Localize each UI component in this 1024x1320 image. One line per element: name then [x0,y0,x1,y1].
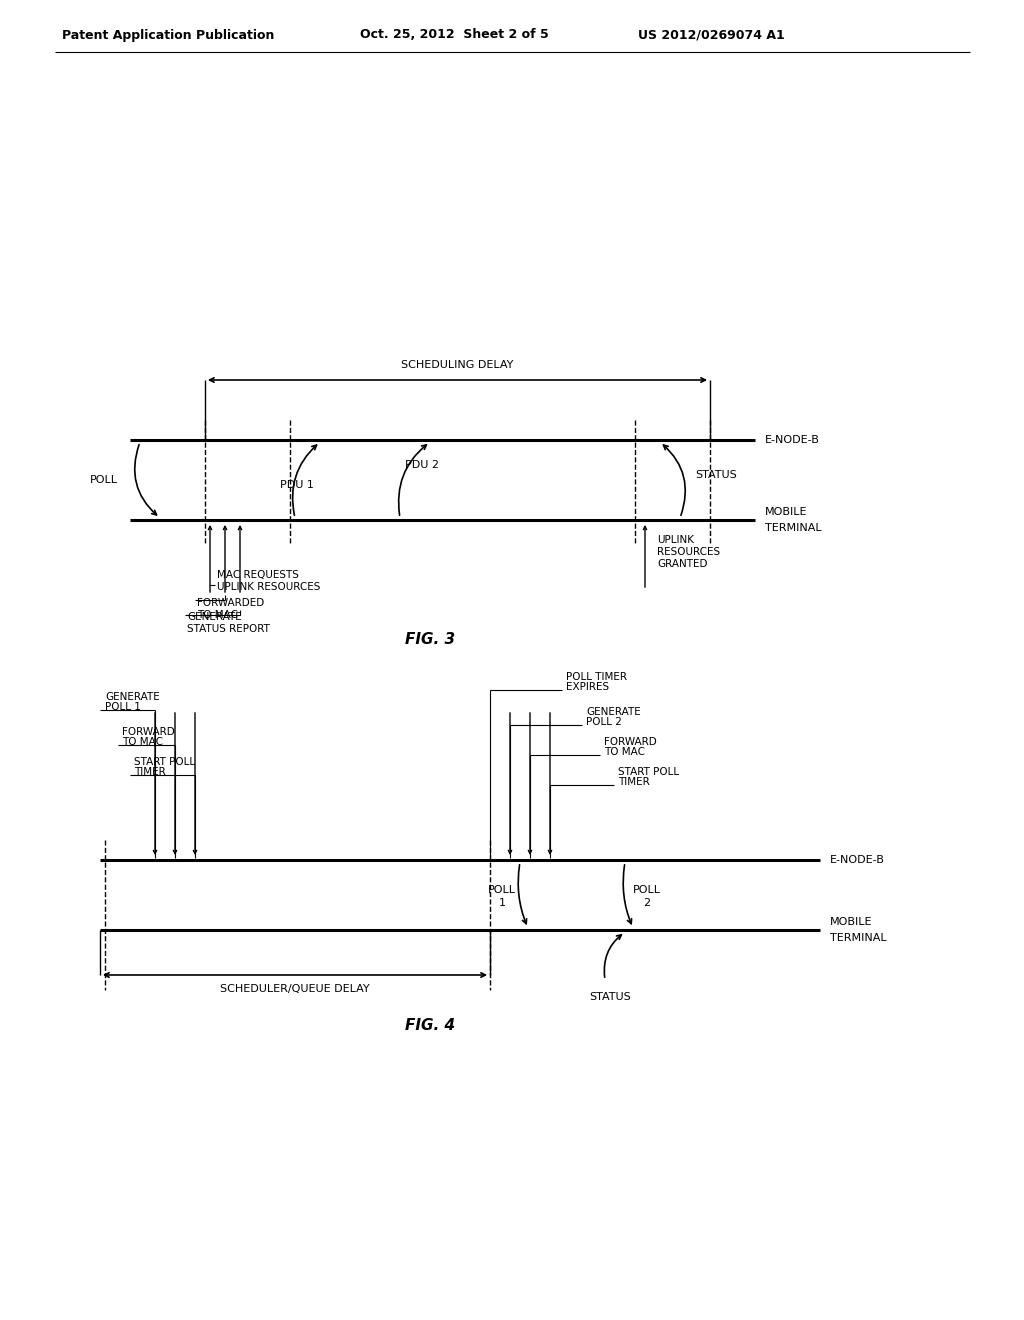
Text: STATUS REPORT: STATUS REPORT [187,624,270,634]
Text: FORWARDED: FORWARDED [197,598,264,609]
Text: Oct. 25, 2012  Sheet 2 of 5: Oct. 25, 2012 Sheet 2 of 5 [360,29,549,41]
Text: 1: 1 [499,898,506,908]
Text: PDU 1: PDU 1 [280,480,314,490]
Text: EXPIRES: EXPIRES [566,682,609,692]
Text: TERMINAL: TERMINAL [830,933,887,942]
Text: GRANTED: GRANTED [657,558,708,569]
Text: US 2012/0269074 A1: US 2012/0269074 A1 [638,29,784,41]
Text: E-NODE-B: E-NODE-B [830,855,885,865]
Text: MOBILE: MOBILE [830,917,872,927]
Text: GENERATE: GENERATE [586,708,641,717]
Text: TO MAC: TO MAC [122,737,163,747]
Text: SCHEDULING DELAY: SCHEDULING DELAY [400,360,513,370]
Text: POLL: POLL [90,475,118,484]
Text: GENERATE: GENERATE [105,692,160,702]
Text: POLL TIMER: POLL TIMER [566,672,627,682]
Text: UPLINK: UPLINK [657,535,694,545]
Text: MOBILE: MOBILE [765,507,808,517]
Text: TIMER: TIMER [134,767,166,777]
Text: PDU 2: PDU 2 [406,459,439,470]
Text: FORWARD: FORWARD [604,737,656,747]
Text: POLL: POLL [633,884,662,895]
Text: E-NODE-B: E-NODE-B [765,436,820,445]
Text: UPLINK RESOURCES: UPLINK RESOURCES [217,582,321,591]
Text: STATUS: STATUS [589,993,631,1002]
Text: FIG. 4: FIG. 4 [404,1018,455,1032]
Text: RESOURCES: RESOURCES [657,546,720,557]
Text: FORWARD: FORWARD [122,727,175,737]
Text: POLL 2: POLL 2 [586,717,622,727]
Text: START POLL: START POLL [618,767,679,777]
Text: GENERATE: GENERATE [187,612,242,622]
Text: STATUS: STATUS [695,470,736,480]
Text: TO MAC: TO MAC [197,610,238,620]
Text: SCHEDULER/QUEUE DELAY: SCHEDULER/QUEUE DELAY [220,983,370,994]
Text: START POLL: START POLL [134,756,196,767]
Text: MAC REQUESTS: MAC REQUESTS [217,570,299,579]
Text: Patent Application Publication: Patent Application Publication [62,29,274,41]
Text: 2: 2 [643,898,650,908]
Text: FIG. 3: FIG. 3 [404,632,455,648]
Text: TERMINAL: TERMINAL [765,523,821,533]
Text: TO MAC: TO MAC [604,747,645,756]
Text: POLL 1: POLL 1 [105,702,141,711]
Text: TIMER: TIMER [618,777,650,787]
Text: POLL: POLL [488,884,516,895]
